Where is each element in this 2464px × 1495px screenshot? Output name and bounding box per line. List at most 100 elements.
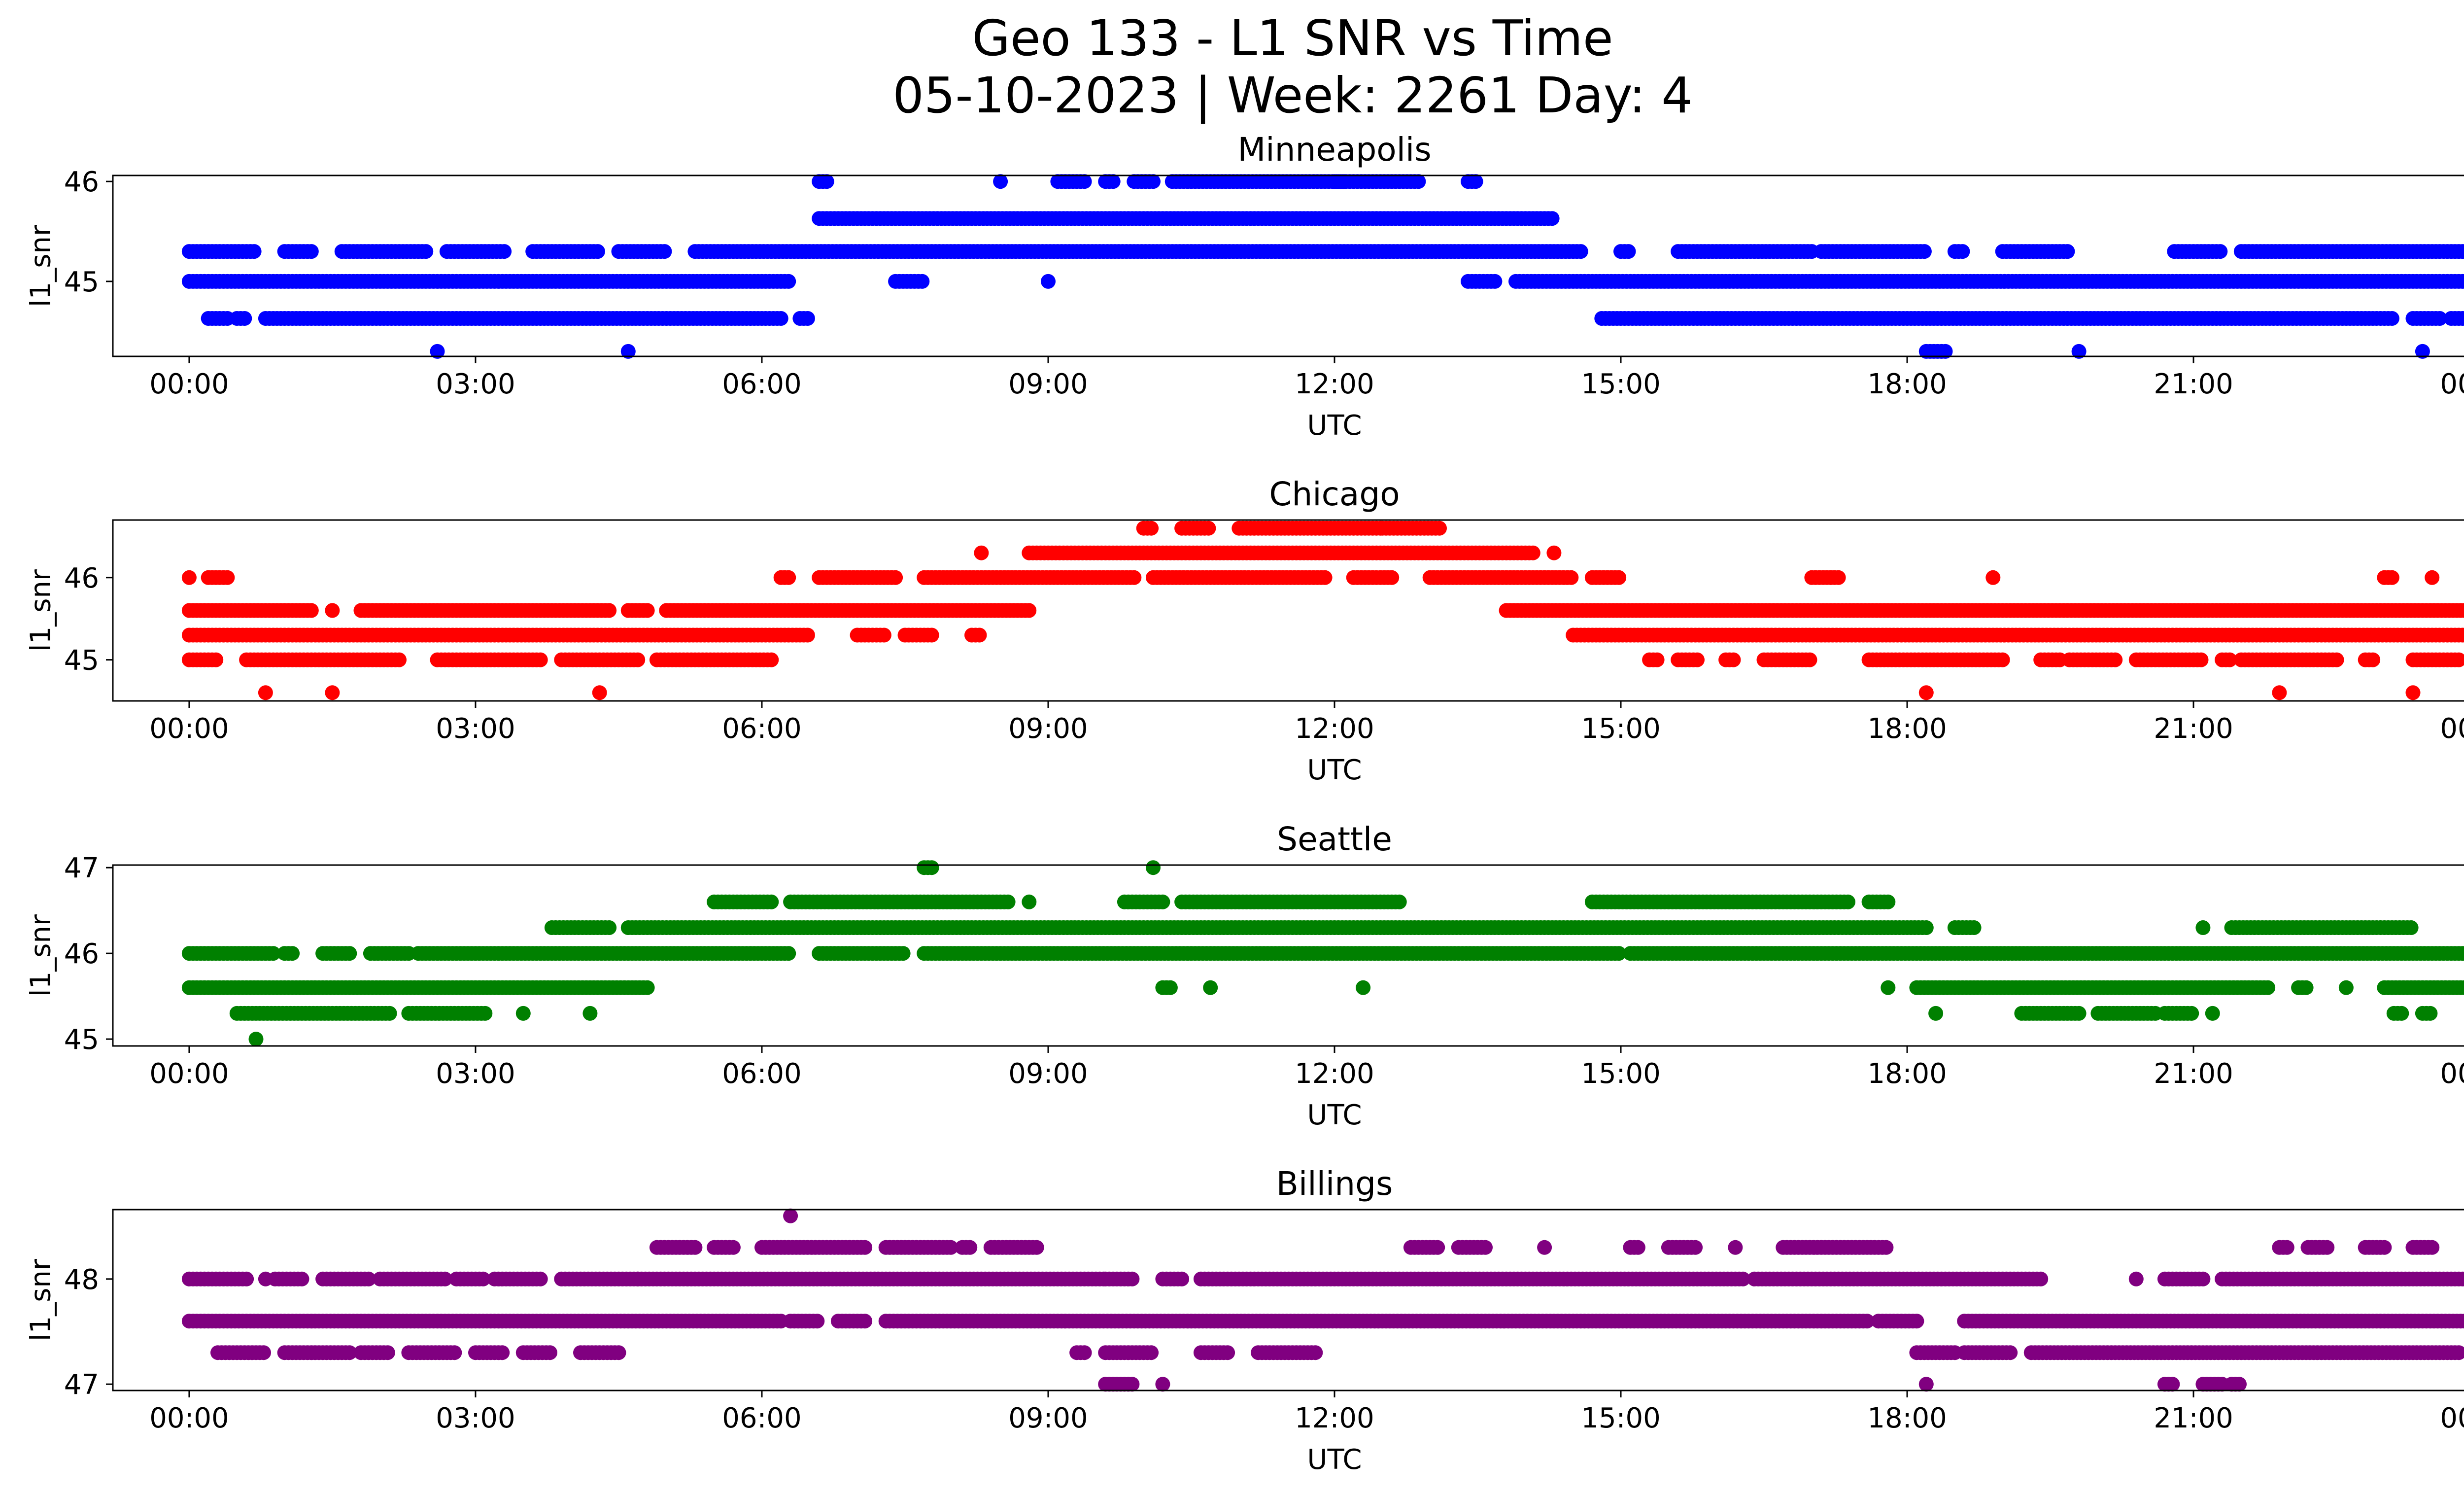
data-point [2338, 980, 2354, 995]
data-point [325, 603, 340, 618]
panel-chicago: 00:00 03:00 06:00 09:00 12:00 15:00 18:00 21:00… [25, 475, 2464, 786]
y-tick-label: 45 [64, 645, 99, 677]
x-tick-label: 09:00 [1008, 1058, 1088, 1090]
data-point [1881, 980, 1896, 995]
scatter-points [181, 860, 2464, 1047]
data-point [533, 652, 548, 667]
x-tick-label: 00:00 [2440, 368, 2464, 400]
data-point [248, 1032, 264, 1047]
data-point [2279, 1240, 2294, 1255]
data-point [962, 1240, 978, 1255]
data-point [258, 685, 273, 700]
y-tick-label: 47 [64, 852, 99, 884]
data-point [1468, 174, 1483, 189]
data-point [2463, 247, 2464, 256]
data-point [1938, 344, 1953, 359]
data-point [924, 627, 939, 643]
figure-title-line2: 05-10-2023 | Week: 2261 Day: 4 [892, 67, 1692, 124]
x-tick-label: 03:00 [436, 713, 515, 745]
data-point [1966, 920, 1982, 935]
data-point [1487, 274, 1503, 289]
data-point [2205, 1006, 2220, 1021]
figure-title-line1: Geo 133 - L1 SNR vs Time [972, 9, 1613, 67]
data-point [1537, 1240, 1552, 1255]
data-point [1146, 174, 1161, 189]
data-point [800, 311, 815, 326]
x-tick-label: 18:00 [1867, 713, 1947, 745]
data-point [1000, 894, 1016, 909]
data-point [592, 685, 607, 700]
data-point [974, 545, 989, 560]
data-point [2071, 1006, 2087, 1021]
data-point [1430, 1240, 1445, 1255]
x-tick-label: 00:00 [2440, 1058, 2464, 1090]
y-tick-label: 46 [64, 562, 99, 594]
data-point [1144, 521, 1159, 536]
data-point [2461, 604, 2464, 617]
y-axis-label: l1_snr [25, 914, 57, 997]
data-point [687, 1240, 703, 1255]
data-point [2320, 1240, 2335, 1255]
data-point [972, 627, 987, 643]
data-point [2463, 277, 2464, 285]
data-point [2184, 1006, 2199, 1021]
data-point [304, 244, 319, 259]
data-point [392, 652, 407, 667]
data-point [993, 174, 1008, 189]
x-tick-label: 12:00 [1295, 713, 1374, 745]
data-point [237, 311, 252, 326]
data-point [1879, 1240, 1894, 1255]
data-point [640, 980, 655, 995]
x-axis-label: UTC [1307, 754, 1362, 786]
data-point [246, 244, 262, 259]
data-point [876, 627, 891, 643]
data-point [1546, 545, 1562, 560]
data-point [2272, 685, 2287, 700]
data-point [924, 860, 939, 875]
data-point [1432, 521, 1447, 536]
data-point [1690, 652, 1705, 667]
x-tick-label: 18:00 [1867, 1058, 1947, 1090]
data-point [640, 603, 655, 618]
data-point [1916, 244, 1932, 259]
data-point [2377, 1240, 2392, 1255]
data-point [602, 920, 617, 935]
data-point [304, 603, 319, 618]
data-point [1728, 1240, 1743, 1255]
data-point [1155, 894, 1170, 909]
data-point [1955, 244, 1970, 259]
data-point [2463, 314, 2464, 322]
data-point [630, 652, 646, 667]
data-point [2425, 1240, 2440, 1255]
x-tick-label: 12:00 [1295, 1058, 1374, 1090]
data-point [781, 570, 796, 585]
data-point [915, 274, 930, 289]
data-point [857, 1240, 873, 1255]
data-point [1802, 652, 1817, 667]
data-point [2365, 652, 2381, 667]
data-point [1564, 570, 1579, 585]
data-point [2298, 980, 2314, 995]
x-axis-label: UTC [1307, 410, 1362, 442]
data-point [1688, 1240, 1703, 1255]
y-tick-label: 46 [64, 938, 99, 970]
data-point [1621, 244, 1636, 259]
x-tick-label: 09:00 [1008, 713, 1088, 745]
data-point [1525, 545, 1540, 560]
x-tick-label: 18:00 [1867, 368, 1947, 400]
x-tick-label: 00:00 [2440, 713, 2464, 745]
data-point [294, 1271, 309, 1286]
data-point [602, 603, 617, 618]
x-tick-label: 21:00 [2154, 1058, 2233, 1090]
data-point [2423, 1006, 2438, 1021]
data-point [2108, 652, 2123, 667]
data-point [325, 685, 340, 700]
data-point [220, 570, 235, 585]
data-point [1918, 685, 1934, 700]
data-point [1146, 860, 1161, 875]
data-point [1317, 570, 1333, 585]
panel-title: Seattle [1277, 820, 1392, 858]
data-point [1831, 570, 1846, 585]
data-point [1384, 570, 1400, 585]
